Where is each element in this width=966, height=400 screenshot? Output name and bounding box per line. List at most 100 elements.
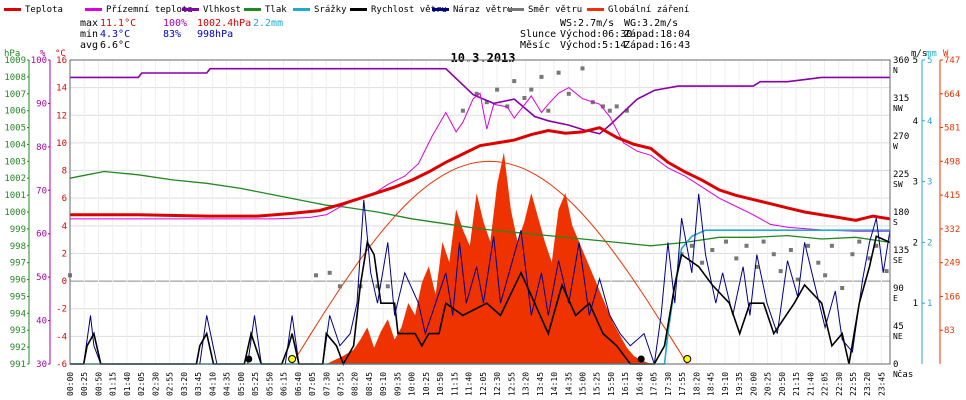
x-tick-label: 02:55 xyxy=(166,372,175,396)
legend-label: Přízemní teplota xyxy=(106,5,193,15)
stat-min-temp: 4.3°C xyxy=(100,29,130,40)
x-tick-label: 18:20 xyxy=(692,372,701,396)
legend-label: Globální záření xyxy=(608,5,689,15)
x-tick-label: 19:10 xyxy=(721,372,730,396)
axis-wind-label: 2 xyxy=(913,238,918,248)
stat-max-rain: 2.2mm xyxy=(253,18,283,29)
wind-direction-point xyxy=(778,269,783,274)
x-tick-label: 00:25 xyxy=(80,372,89,396)
axis-hpa-label: 995 xyxy=(10,292,26,302)
wind-direction-point xyxy=(460,108,465,113)
axis-percent-label: 80 xyxy=(36,143,47,153)
axis-hpa-label: 999 xyxy=(10,225,26,235)
axis-direction-name: NW xyxy=(893,104,903,113)
x-tick-label: 17:55 xyxy=(678,372,687,396)
axis-rain-unit: mm xyxy=(926,49,937,59)
wind-direction-point xyxy=(601,104,605,109)
legend-label: Teplota xyxy=(25,5,63,15)
axis-hpa-label: 1006 xyxy=(4,107,26,117)
x-tick-label: 05:50 xyxy=(265,372,274,396)
x-tick-label: 14:10 xyxy=(550,372,559,396)
legend-swatch xyxy=(432,8,449,11)
x-tick-label: 03:20 xyxy=(180,372,189,396)
x-tick-label: 09:35 xyxy=(393,372,402,396)
legend-item: Srážky xyxy=(293,5,347,15)
wind-direction-point xyxy=(375,284,380,289)
wind-direction-point xyxy=(529,87,534,92)
x-tick-label: 20:25 xyxy=(764,372,773,396)
legend-label: Náraz větru xyxy=(453,5,513,15)
right-axes: m/smm W0N45NE90E135SE180S225SW270W315NW36… xyxy=(893,49,960,379)
left-axes: hPa% °C9919929939949959969979989991000100… xyxy=(4,49,67,370)
info-moonset: Západ:16:43 xyxy=(624,39,690,51)
axis-hpa-label: 994 xyxy=(10,309,26,319)
wind-direction-point xyxy=(816,260,821,265)
wind-direction-point xyxy=(327,270,332,275)
axis-direction-deg: 360 xyxy=(893,56,909,66)
x-tick-label: 05:00 xyxy=(237,372,246,396)
wind-direction-point xyxy=(556,70,561,75)
axis-direction-deg: 315 xyxy=(893,94,909,104)
x-tick-label: 15:00 xyxy=(579,372,588,396)
axis-radiation-label: 664 xyxy=(944,90,960,100)
stat-min-hum: 83% xyxy=(163,29,181,40)
wind-direction-point xyxy=(484,100,489,105)
axis-celsius-label: 14 xyxy=(56,84,67,94)
axis-wind-label: 5 xyxy=(913,56,918,66)
series-wind-speed xyxy=(70,235,891,366)
wind-direction-point xyxy=(754,264,759,269)
series-layer xyxy=(68,66,891,366)
axis-direction-deg: 180 xyxy=(893,208,909,218)
axis-percent-label: 30 xyxy=(36,360,47,370)
axis-rain-label: 4 xyxy=(927,117,932,127)
axis-celsius-unit: °C xyxy=(55,49,66,59)
x-tick-label: 04:35 xyxy=(223,372,232,396)
axis-percent-label: 70 xyxy=(36,186,47,196)
wind-direction-point xyxy=(385,284,390,289)
legend-item: Přízemní teplota xyxy=(85,5,193,15)
x-tick-label: 00:50 xyxy=(94,372,103,396)
info-sunset: Západ:18:04 xyxy=(624,28,690,40)
info-sunrise: Východ:06:30 xyxy=(560,28,632,40)
axis-direction-name: SW xyxy=(893,180,903,189)
axis-celsius-label: 12 xyxy=(56,111,67,121)
legend-swatch xyxy=(350,8,367,11)
info-sun-label: Slunce xyxy=(520,29,556,40)
x-tick-label: 17:05 xyxy=(650,372,659,396)
wind-direction-point xyxy=(522,96,527,100)
wind-direction-point xyxy=(771,252,776,257)
axis-celsius-label: 2 xyxy=(62,249,67,259)
axis-direction-name: SE xyxy=(893,256,903,265)
axis-percent-label: 50 xyxy=(36,273,47,283)
wind-direction-point xyxy=(806,243,810,248)
axis-percent-label: 90 xyxy=(36,99,47,109)
x-tick-label: 17:30 xyxy=(664,372,673,396)
moonrise-marker xyxy=(245,355,253,363)
x-tick-label: 09:10 xyxy=(379,372,388,396)
axis-radiation-label: 249 xyxy=(944,259,960,269)
axis-celsius-label: -2 xyxy=(56,305,67,315)
axis-percent-label: 100 xyxy=(31,56,47,66)
x-tick-label: 15:50 xyxy=(607,372,616,396)
axis-celsius-label: 6 xyxy=(62,194,67,204)
x-tick-label: 11:40 xyxy=(465,372,474,396)
stat-max-temp: 11.1°C xyxy=(100,18,136,29)
x-tick-label: 20:00 xyxy=(749,372,758,396)
axis-direction-deg: 225 xyxy=(893,170,909,180)
axis-wind-label: 4 xyxy=(913,117,918,127)
stats-block: max 11.1°C 100% 1002.4hPa 2.2mm min 4.3°… xyxy=(80,18,283,51)
wind-direction-point xyxy=(512,79,517,84)
axis-hpa-label: 991 xyxy=(10,360,26,370)
wind-direction-point xyxy=(700,260,705,265)
x-tick-label: 21:40 xyxy=(806,372,815,396)
wind-direction-point xyxy=(867,256,872,261)
stat-avg-temp: 6.6°C xyxy=(100,40,130,51)
axis-celsius-label: 16 xyxy=(56,56,67,66)
wind-direction-point xyxy=(614,104,619,109)
axis-direction-deg: 135 xyxy=(893,246,909,256)
axis-hpa-label: 992 xyxy=(10,343,26,353)
wind-direction-point xyxy=(795,277,800,282)
x-tick-label: 10:50 xyxy=(436,372,445,396)
series-pressure xyxy=(69,170,891,247)
wind-direction-point xyxy=(689,243,694,248)
